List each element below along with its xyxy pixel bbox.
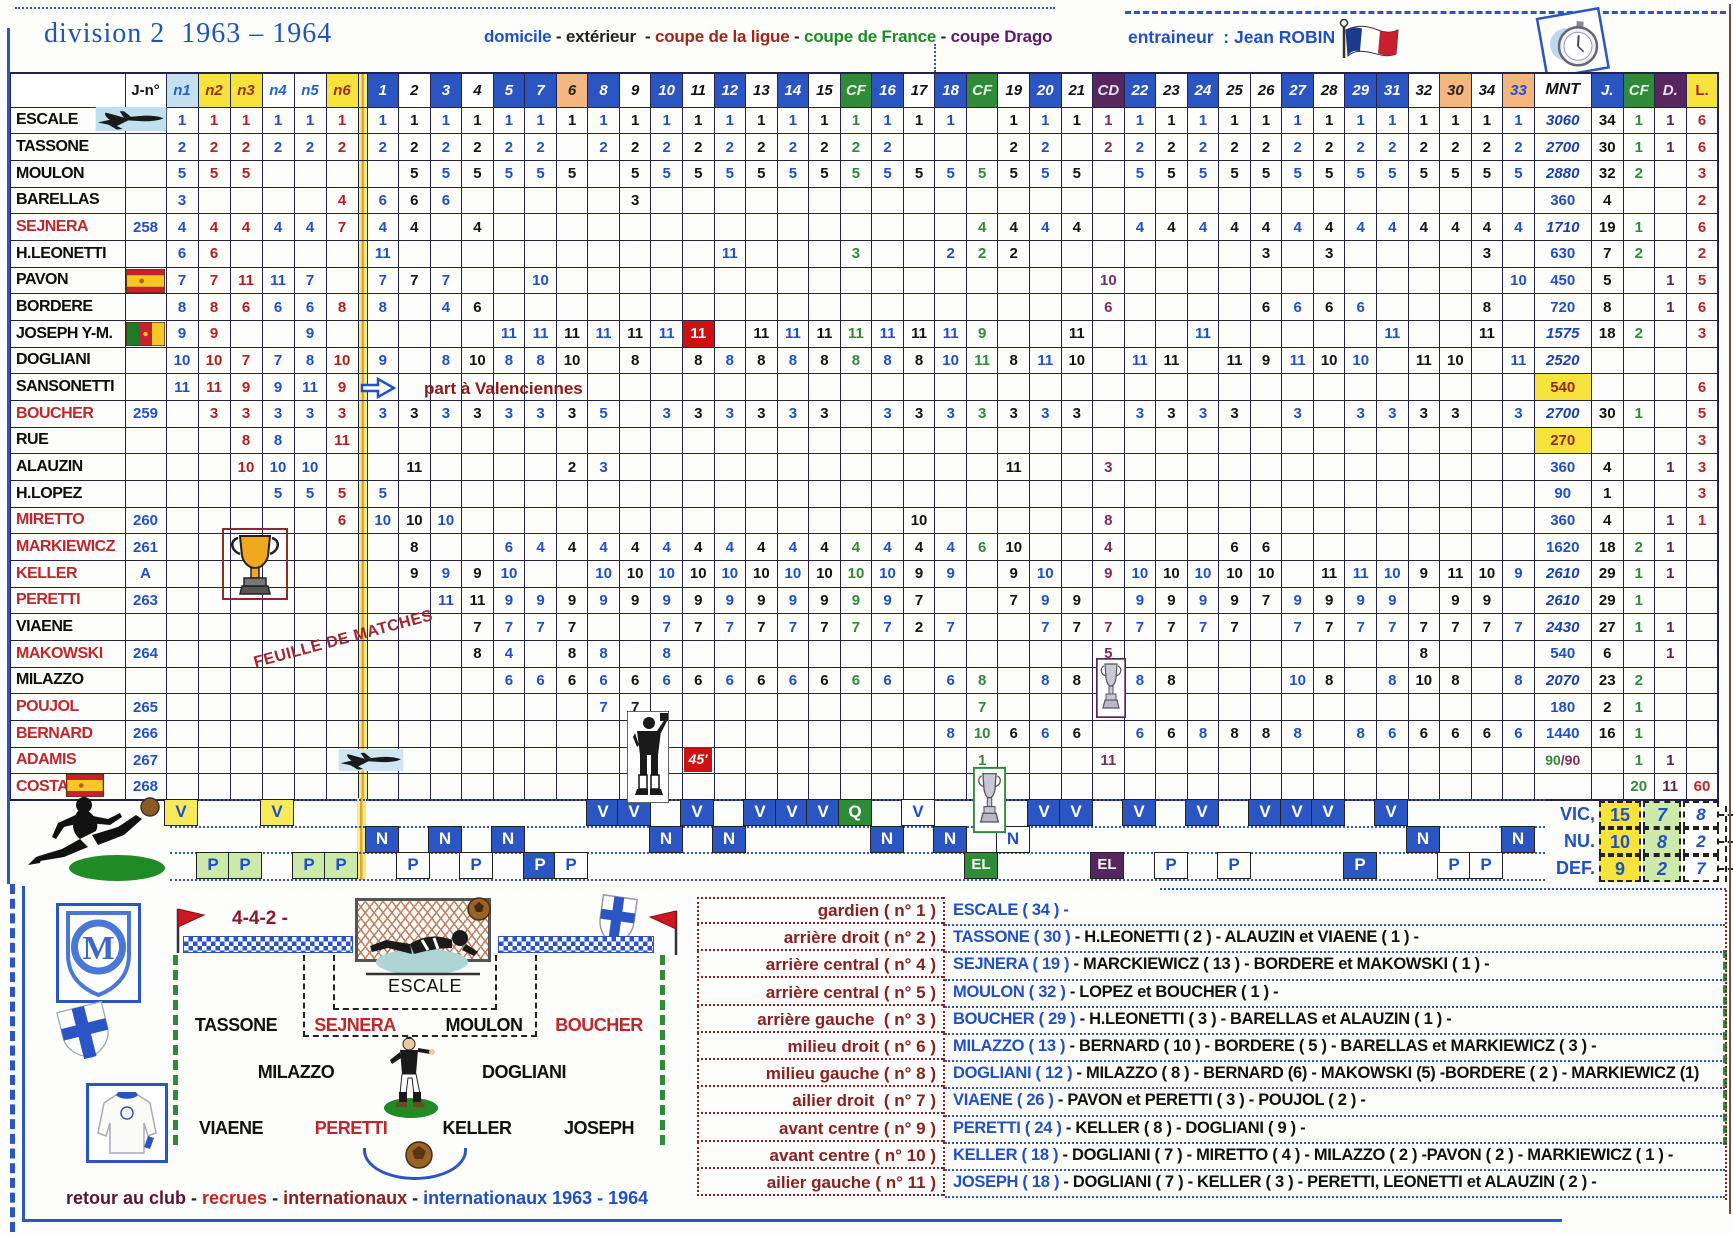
svg-text:M: M [82, 930, 114, 967]
